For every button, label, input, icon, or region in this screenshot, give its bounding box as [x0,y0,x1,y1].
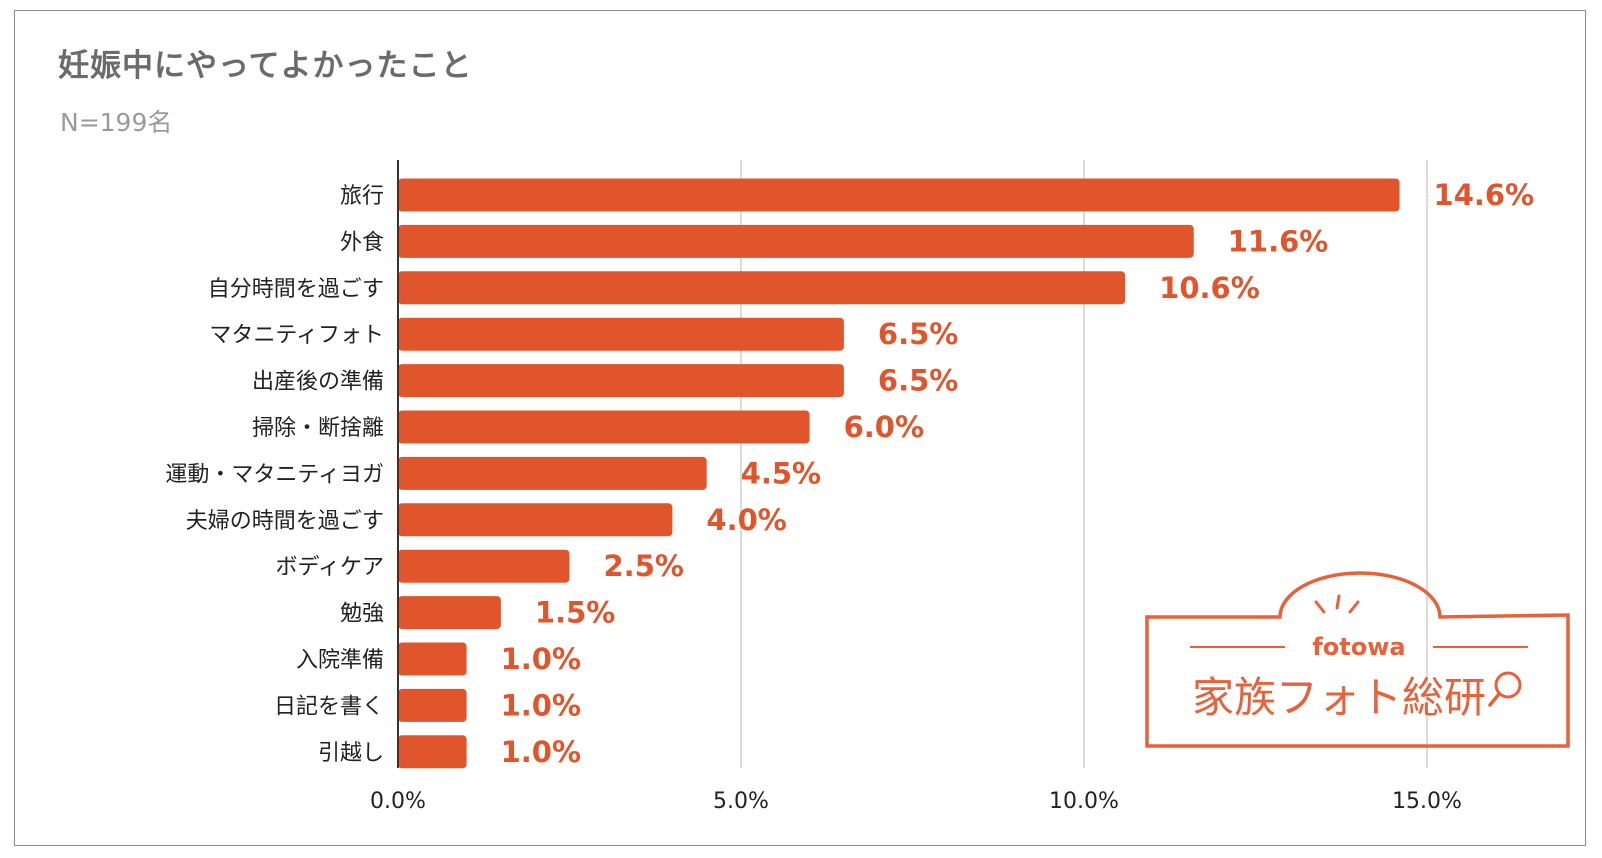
category-label: 引越し [318,741,384,766]
category-label: 外食 [340,230,384,255]
bar [398,549,570,583]
logo-ray [1348,600,1360,614]
category-label: 入院準備 [296,648,384,673]
value-label: 6.5% [878,364,958,398]
chart-subtitle: N=199名 [60,108,173,137]
value-label: 1.5% [535,596,615,630]
category-label: マタニティフォト [209,323,384,348]
category-label: 出産後の準備 [252,370,384,395]
x-tick-label: 0.0% [370,789,426,814]
value-label: 4.0% [706,503,786,537]
bar [398,224,1194,258]
x-tick-label: 15.0% [1392,789,1462,814]
logo-ray [1314,600,1326,614]
category-label: 運動・マタニティヨガ [165,462,384,487]
bar [398,456,707,490]
logo-name: 家族フォト総研 [1192,673,1486,722]
bar [398,735,467,769]
category-label: 日記を書く [274,694,384,719]
bar [398,503,673,537]
value-label: 1.0% [501,688,581,722]
x-tick-label: 5.0% [713,789,769,814]
category-label: 夫婦の時間を過ごす [186,509,384,534]
category-label: ボディケア [276,555,384,580]
value-label: 6.5% [878,317,958,351]
value-label: 4.5% [741,456,821,490]
bar [398,364,844,398]
magnifier-handle [1488,692,1501,707]
chart-title: 妊娠中にやってよかったこと [58,48,473,84]
fotowa-logo: fotowa 家族フォト総研 [1145,571,1570,748]
logo-frame [1145,571,1570,748]
magnifier-icon [1494,671,1522,699]
category-label: 自分時間を過ごす [208,277,384,302]
value-label: 11.6% [1228,224,1329,258]
bar [398,642,467,676]
logo-ray [1335,594,1341,610]
value-label: 14.6% [1434,178,1535,212]
category-label: 旅行 [340,184,384,209]
value-label: 1.0% [501,735,581,769]
value-label: 10.6% [1159,271,1260,305]
bar [398,688,467,722]
bar [398,317,844,351]
category-label: 勉強 [340,602,384,627]
x-tick-label: 10.0% [1049,789,1119,814]
value-label: 2.5% [604,549,684,583]
bar [398,410,810,444]
logo-brand: fotowa [1312,633,1405,661]
category-label: 掃除・断捨離 [252,416,384,441]
bar [398,178,1400,212]
value-label: 1.0% [501,642,581,676]
value-label: 6.0% [844,410,924,444]
bar [398,596,501,630]
bar [398,271,1126,305]
